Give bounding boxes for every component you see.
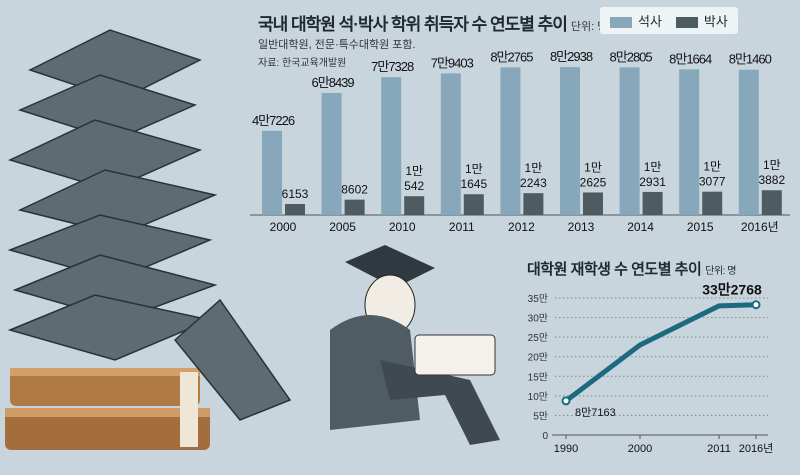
y-tick-label: 0 xyxy=(542,431,548,442)
bar-master xyxy=(738,69,759,215)
point-label: 8만7163 xyxy=(575,406,616,419)
bar-label-doctor: 2931 xyxy=(639,175,666,189)
bar-label-master: 8만2805 xyxy=(610,49,653,64)
x-tick-label: 2016년 xyxy=(739,442,774,455)
bar-label-doctor: 1645 xyxy=(460,177,487,191)
books-icon xyxy=(5,368,210,450)
x-tick-label: 2010 xyxy=(389,220,416,234)
bar-chart-unit: 단위: 명 xyxy=(570,21,608,33)
y-tick-label: 5만 xyxy=(533,410,548,422)
bar-label-doctor: 1만 xyxy=(525,161,543,175)
bar-label-doctor: 6153 xyxy=(282,187,309,201)
bar-doctor xyxy=(523,193,544,215)
bar-doctor xyxy=(642,191,663,215)
bar-label-doctor: 1만 xyxy=(644,160,662,174)
bar-doctor xyxy=(761,190,782,215)
bar-label-doctor: 3077 xyxy=(699,175,726,189)
data-point xyxy=(561,396,571,406)
y-tick-label: 25만 xyxy=(528,332,548,344)
sitting-student-icon xyxy=(330,245,500,445)
line-chart-unit: 단위: 명 xyxy=(705,266,736,277)
bar-label-master: 7만7328 xyxy=(371,59,414,74)
x-tick-label: 2011 xyxy=(449,220,475,234)
bar-master xyxy=(619,67,640,215)
bar-label-doctor: 3882 xyxy=(758,173,785,187)
bar-label-doctor: 1만 xyxy=(405,164,423,178)
bar-label-doctor: 1만 xyxy=(763,158,781,172)
bar-master xyxy=(381,77,402,216)
legend-item-doctor: 박사 xyxy=(675,11,728,30)
bar-doctor xyxy=(344,199,365,215)
x-tick-label: 2000 xyxy=(270,220,297,234)
bar-master xyxy=(500,67,521,215)
x-tick-label: 2015 xyxy=(687,220,714,234)
bar-label-doctor: 1만 xyxy=(584,160,602,174)
bar-doctor xyxy=(702,191,723,215)
y-tick-label: 10만 xyxy=(528,391,548,403)
x-tick-label: 2014 xyxy=(627,220,654,234)
bar-doctor xyxy=(404,196,425,215)
data-point xyxy=(751,300,761,310)
bar-label-doctor: 2243 xyxy=(520,176,547,190)
y-tick-label: 15만 xyxy=(528,371,548,383)
bar-doctor xyxy=(583,192,603,215)
y-tick-label: 30만 xyxy=(528,313,548,325)
bar-label-doctor: 8602 xyxy=(341,183,368,197)
bar-label-master: 6만8439 xyxy=(312,75,355,90)
bar-label-doctor: 2625 xyxy=(580,175,607,189)
legend-item-master: 석사 xyxy=(610,11,662,30)
line-chart-title: 대학원 재학생 수 연도별 추이 단위: 명 xyxy=(527,261,736,278)
bar-master xyxy=(560,67,580,215)
point-label: 33만2768 xyxy=(702,282,762,298)
bar-label-master: 4만7226 xyxy=(252,113,295,128)
bar-master xyxy=(262,130,282,215)
bar-master xyxy=(321,92,342,215)
bar-master xyxy=(440,73,461,215)
x-tick-label: 2011 xyxy=(707,443,731,455)
graduation-caps-stack-icon xyxy=(7,29,292,421)
x-tick-label: 2013 xyxy=(568,220,595,234)
bar-chart: 4만7226615320006만8439860220057만73281만5422… xyxy=(250,49,790,234)
bar-label-master: 7만9403 xyxy=(431,55,474,70)
line-series xyxy=(564,302,757,403)
bar-label-doctor: 1만 xyxy=(465,162,483,176)
x-tick-label: 2016년 xyxy=(741,220,779,234)
bar-label-doctor: 1만 xyxy=(703,160,721,174)
x-tick-label: 2000 xyxy=(628,443,652,455)
x-tick-label: 1990 xyxy=(554,443,578,455)
bar-master xyxy=(679,69,700,215)
bar-label-master: 8만1460 xyxy=(729,52,772,67)
y-tick-label: 20만 xyxy=(528,352,548,364)
bar-chart-legend: 석사 박사 xyxy=(600,7,738,34)
x-tick-label: 2012 xyxy=(508,220,535,234)
x-tick-label: 2005 xyxy=(329,220,356,234)
bar-doctor xyxy=(285,204,305,215)
bar-chart-subtitle: 일반대학원, 전문·특수대학원 포함. xyxy=(258,39,416,51)
bar-chart-source: 자료: 한국교육개발원 xyxy=(258,58,347,69)
bar-label-master: 8만2938 xyxy=(550,49,593,64)
bar-label-master: 8만1664 xyxy=(669,51,712,66)
y-tick-label: 35만 xyxy=(528,293,548,305)
bar-label-master: 8만2765 xyxy=(490,49,533,64)
bar-chart-title: 국내 대학원 석·박사 학위 취득자 수 연도별 추이 단위: 명 xyxy=(258,15,608,34)
bar-label-doctor: 542 xyxy=(404,179,424,193)
graduation-illustration xyxy=(5,29,500,450)
bar-doctor xyxy=(463,194,484,215)
